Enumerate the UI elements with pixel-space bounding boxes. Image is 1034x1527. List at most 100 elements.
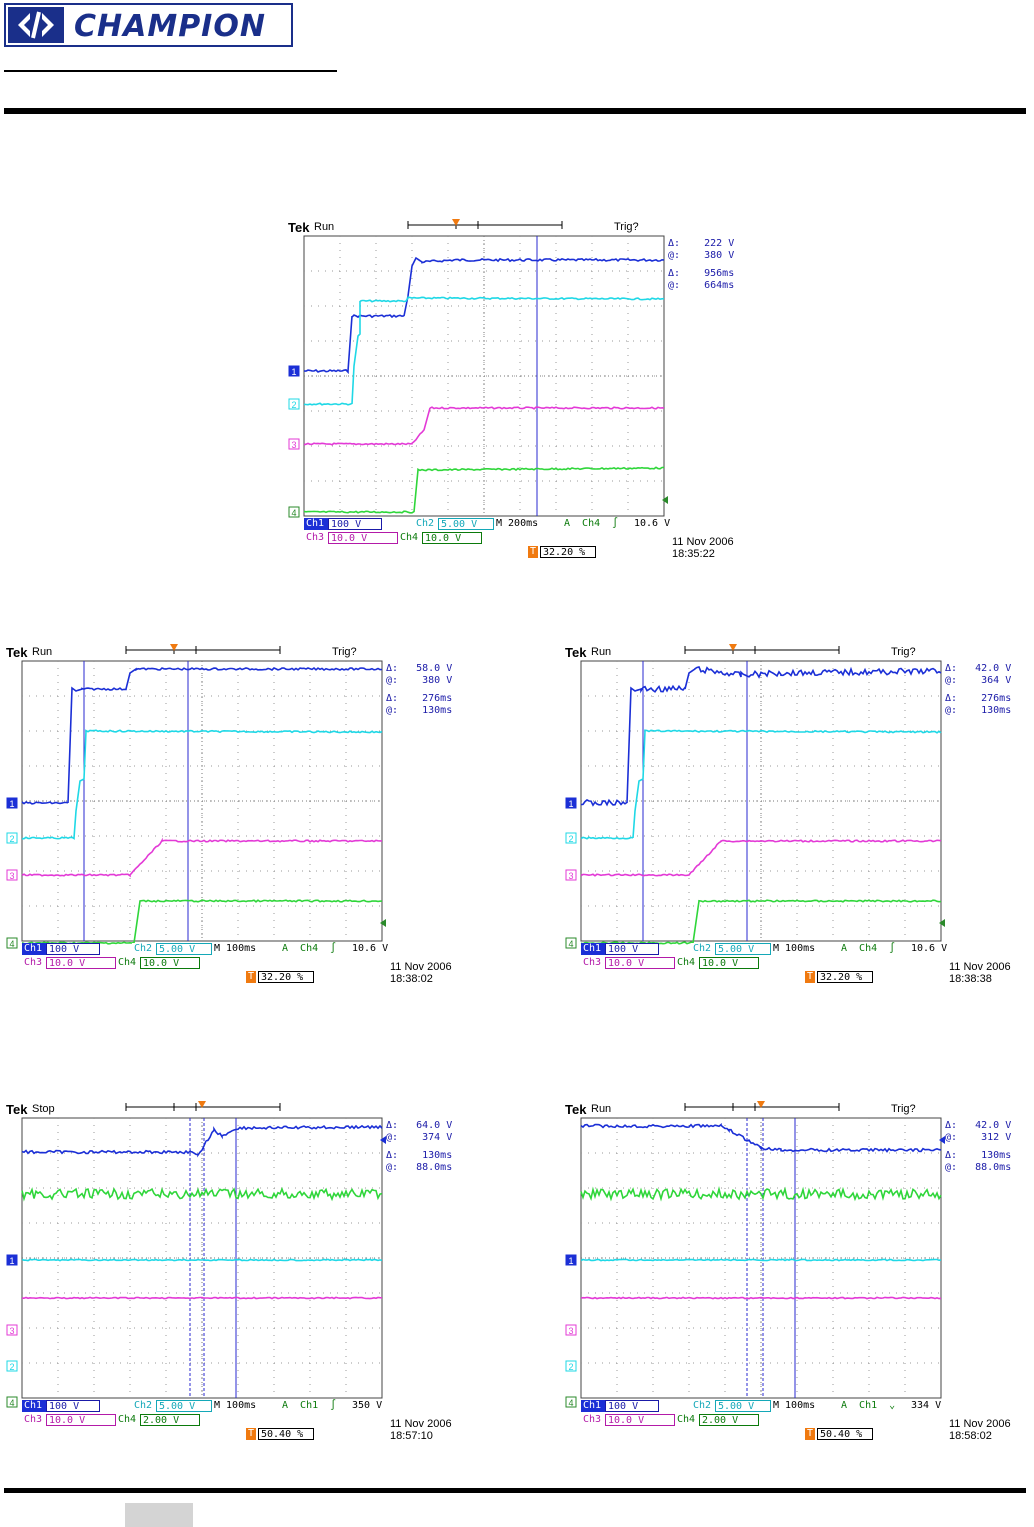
ch3-label: Ch3 xyxy=(581,957,605,969)
channel-marker-2: 2 xyxy=(6,832,18,844)
brand-label: Tek xyxy=(565,645,587,660)
cursor-readout: Δ: 222 V xyxy=(668,238,735,249)
ch2-label: Ch2 xyxy=(132,943,156,955)
ch2-scale: 5.00 V xyxy=(438,518,494,530)
svg-text:1: 1 xyxy=(568,799,573,809)
cursor-readout: Δ: 276ms xyxy=(945,693,1012,704)
ch2-label: Ch2 xyxy=(414,518,438,530)
channel-marker-3: 3 xyxy=(288,438,300,450)
svg-text:2: 2 xyxy=(9,1362,14,1372)
ch3-label: Ch3 xyxy=(22,1414,46,1426)
ch3-trace xyxy=(21,837,382,878)
scope-capture-2: 1 2 3 4 Tek Run Trig? Δ: 58.0 V @: 380 V Δ: 276ms… xyxy=(6,643,466,991)
capture-date: 11 Nov 2006 xyxy=(949,961,1011,973)
trigger-percent: 32.20 % xyxy=(817,971,873,983)
ch4-trace xyxy=(21,1186,383,1202)
ch1-label: Ch1 xyxy=(581,943,605,955)
ch3-trace xyxy=(22,1296,383,1300)
brand-label: Tek xyxy=(6,1102,28,1117)
cursor-readout: @: 364 V xyxy=(945,675,1012,686)
ch2-trace xyxy=(21,1258,383,1262)
trigger-percent: 32.20 % xyxy=(540,546,596,558)
capture-date: 11 Nov 2006 xyxy=(949,1418,1011,1430)
timebase: M 100ms xyxy=(771,943,835,955)
ch3-trace xyxy=(580,839,942,877)
trigger-level: 10.6 V xyxy=(909,943,948,955)
channel-marker-4: 4 xyxy=(6,937,18,949)
channel-marker-3: 3 xyxy=(565,869,577,881)
capture-time: 18:38:38 xyxy=(949,973,992,985)
ch1-label: Ch1 xyxy=(22,1400,46,1412)
trigger-level: 334 V xyxy=(909,1400,943,1412)
trigger-marker-icon: T xyxy=(805,1428,815,1440)
footer-rule xyxy=(4,1488,1026,1493)
ch1-trace xyxy=(580,1123,942,1153)
acquisition-state: Stop xyxy=(32,1103,55,1115)
graticule xyxy=(21,1117,383,1399)
ch4-label: Ch4 xyxy=(116,1414,140,1426)
trigger-marker-icon: T xyxy=(246,1428,256,1440)
svg-text:1: 1 xyxy=(9,799,14,809)
ch2-scale: 5.00 V xyxy=(156,1400,212,1412)
champion-logo: CHAMPION xyxy=(4,3,293,47)
trigger-source: A Ch1 ⌄ xyxy=(839,1400,909,1412)
channel-marker-1: 1 xyxy=(6,1254,18,1266)
svg-text:3: 3 xyxy=(9,1326,14,1336)
trigger-source: A Ch4 ∫ xyxy=(562,518,632,530)
capture-date: 11 Nov 2006 xyxy=(390,1418,452,1430)
ch1-trace xyxy=(303,256,665,375)
ch1-trace xyxy=(21,1124,383,1158)
cursor-readout: @: 130ms xyxy=(386,705,453,716)
svg-text:3: 3 xyxy=(9,871,14,881)
header-rule-short xyxy=(4,70,337,72)
ch3-scale: 10.0 V xyxy=(605,1414,675,1426)
scope-plot-2: 1 2 3 4 xyxy=(6,644,386,949)
acquisition-state: Run xyxy=(591,1103,612,1115)
cursor-readout: @: 380 V xyxy=(386,675,453,686)
ch4-label: Ch4 xyxy=(398,532,422,544)
channel-marker-2: 2 xyxy=(288,398,300,410)
scope-plot-4: 1 3 2 4 xyxy=(6,1101,386,1408)
svg-text:4: 4 xyxy=(568,1398,573,1408)
cursor-readout: Δ: 42.0 V xyxy=(945,1120,1012,1131)
trigger-percent: 50.40 % xyxy=(258,1428,314,1440)
ch4-trace xyxy=(303,466,665,514)
trigger-status: Trig? xyxy=(614,221,639,233)
ch1-label: Ch1 xyxy=(581,1400,605,1412)
cursor-readout: Δ: 58.0 V xyxy=(386,663,453,674)
svg-text:3: 3 xyxy=(568,1326,573,1336)
trigger-marker-icon: T xyxy=(528,546,538,558)
trigger-marker-icon: T xyxy=(246,971,256,983)
ch2-trace xyxy=(303,296,665,406)
cursor-readout: Δ: 130ms xyxy=(386,1150,453,1161)
graticule xyxy=(580,660,942,942)
channel-marker-1: 1 xyxy=(288,365,300,377)
trigger-percent: 50.40 % xyxy=(817,1428,873,1440)
ch2-trace xyxy=(580,729,942,840)
ch2-label: Ch2 xyxy=(691,1400,715,1412)
brand-label: Tek xyxy=(288,220,310,235)
svg-text:2: 2 xyxy=(568,1362,573,1372)
ch3-label: Ch3 xyxy=(22,957,46,969)
brand-label: Tek xyxy=(565,1102,587,1117)
cursor-readout: Δ: 64.0 V xyxy=(386,1120,453,1131)
scope-capture-5: 1 3 2 4 Tek Run Trig? Δ: 42.0 V @: 312 V Δ: 130ms… xyxy=(565,1100,1025,1448)
cursor-readout: @: 374 V xyxy=(386,1132,453,1143)
capture-time: 18:57:10 xyxy=(390,1430,433,1442)
ch3-scale: 10.0 V xyxy=(328,532,398,544)
timebase: M 200ms xyxy=(494,518,558,530)
ch2-scale: 5.00 V xyxy=(715,943,771,955)
ch2-scale: 5.00 V xyxy=(156,943,212,955)
trigger-percent: 32.20 % xyxy=(258,971,314,983)
cursor-readout: Δ: 130ms xyxy=(945,1150,1012,1161)
ch2-trace xyxy=(22,729,383,840)
ch4-scale: 10.0 V xyxy=(699,957,759,969)
logo-text: CHAMPION xyxy=(74,9,266,44)
svg-text:2: 2 xyxy=(568,834,573,844)
channel-marker-3: 3 xyxy=(6,1324,18,1336)
ch3-scale: 10.0 V xyxy=(605,957,675,969)
trigger-source: A Ch4 ∫ xyxy=(280,943,350,955)
ch2-trace xyxy=(580,1258,942,1262)
ch1-trace xyxy=(21,666,383,805)
cursor-readout: @: 664ms xyxy=(668,280,735,291)
